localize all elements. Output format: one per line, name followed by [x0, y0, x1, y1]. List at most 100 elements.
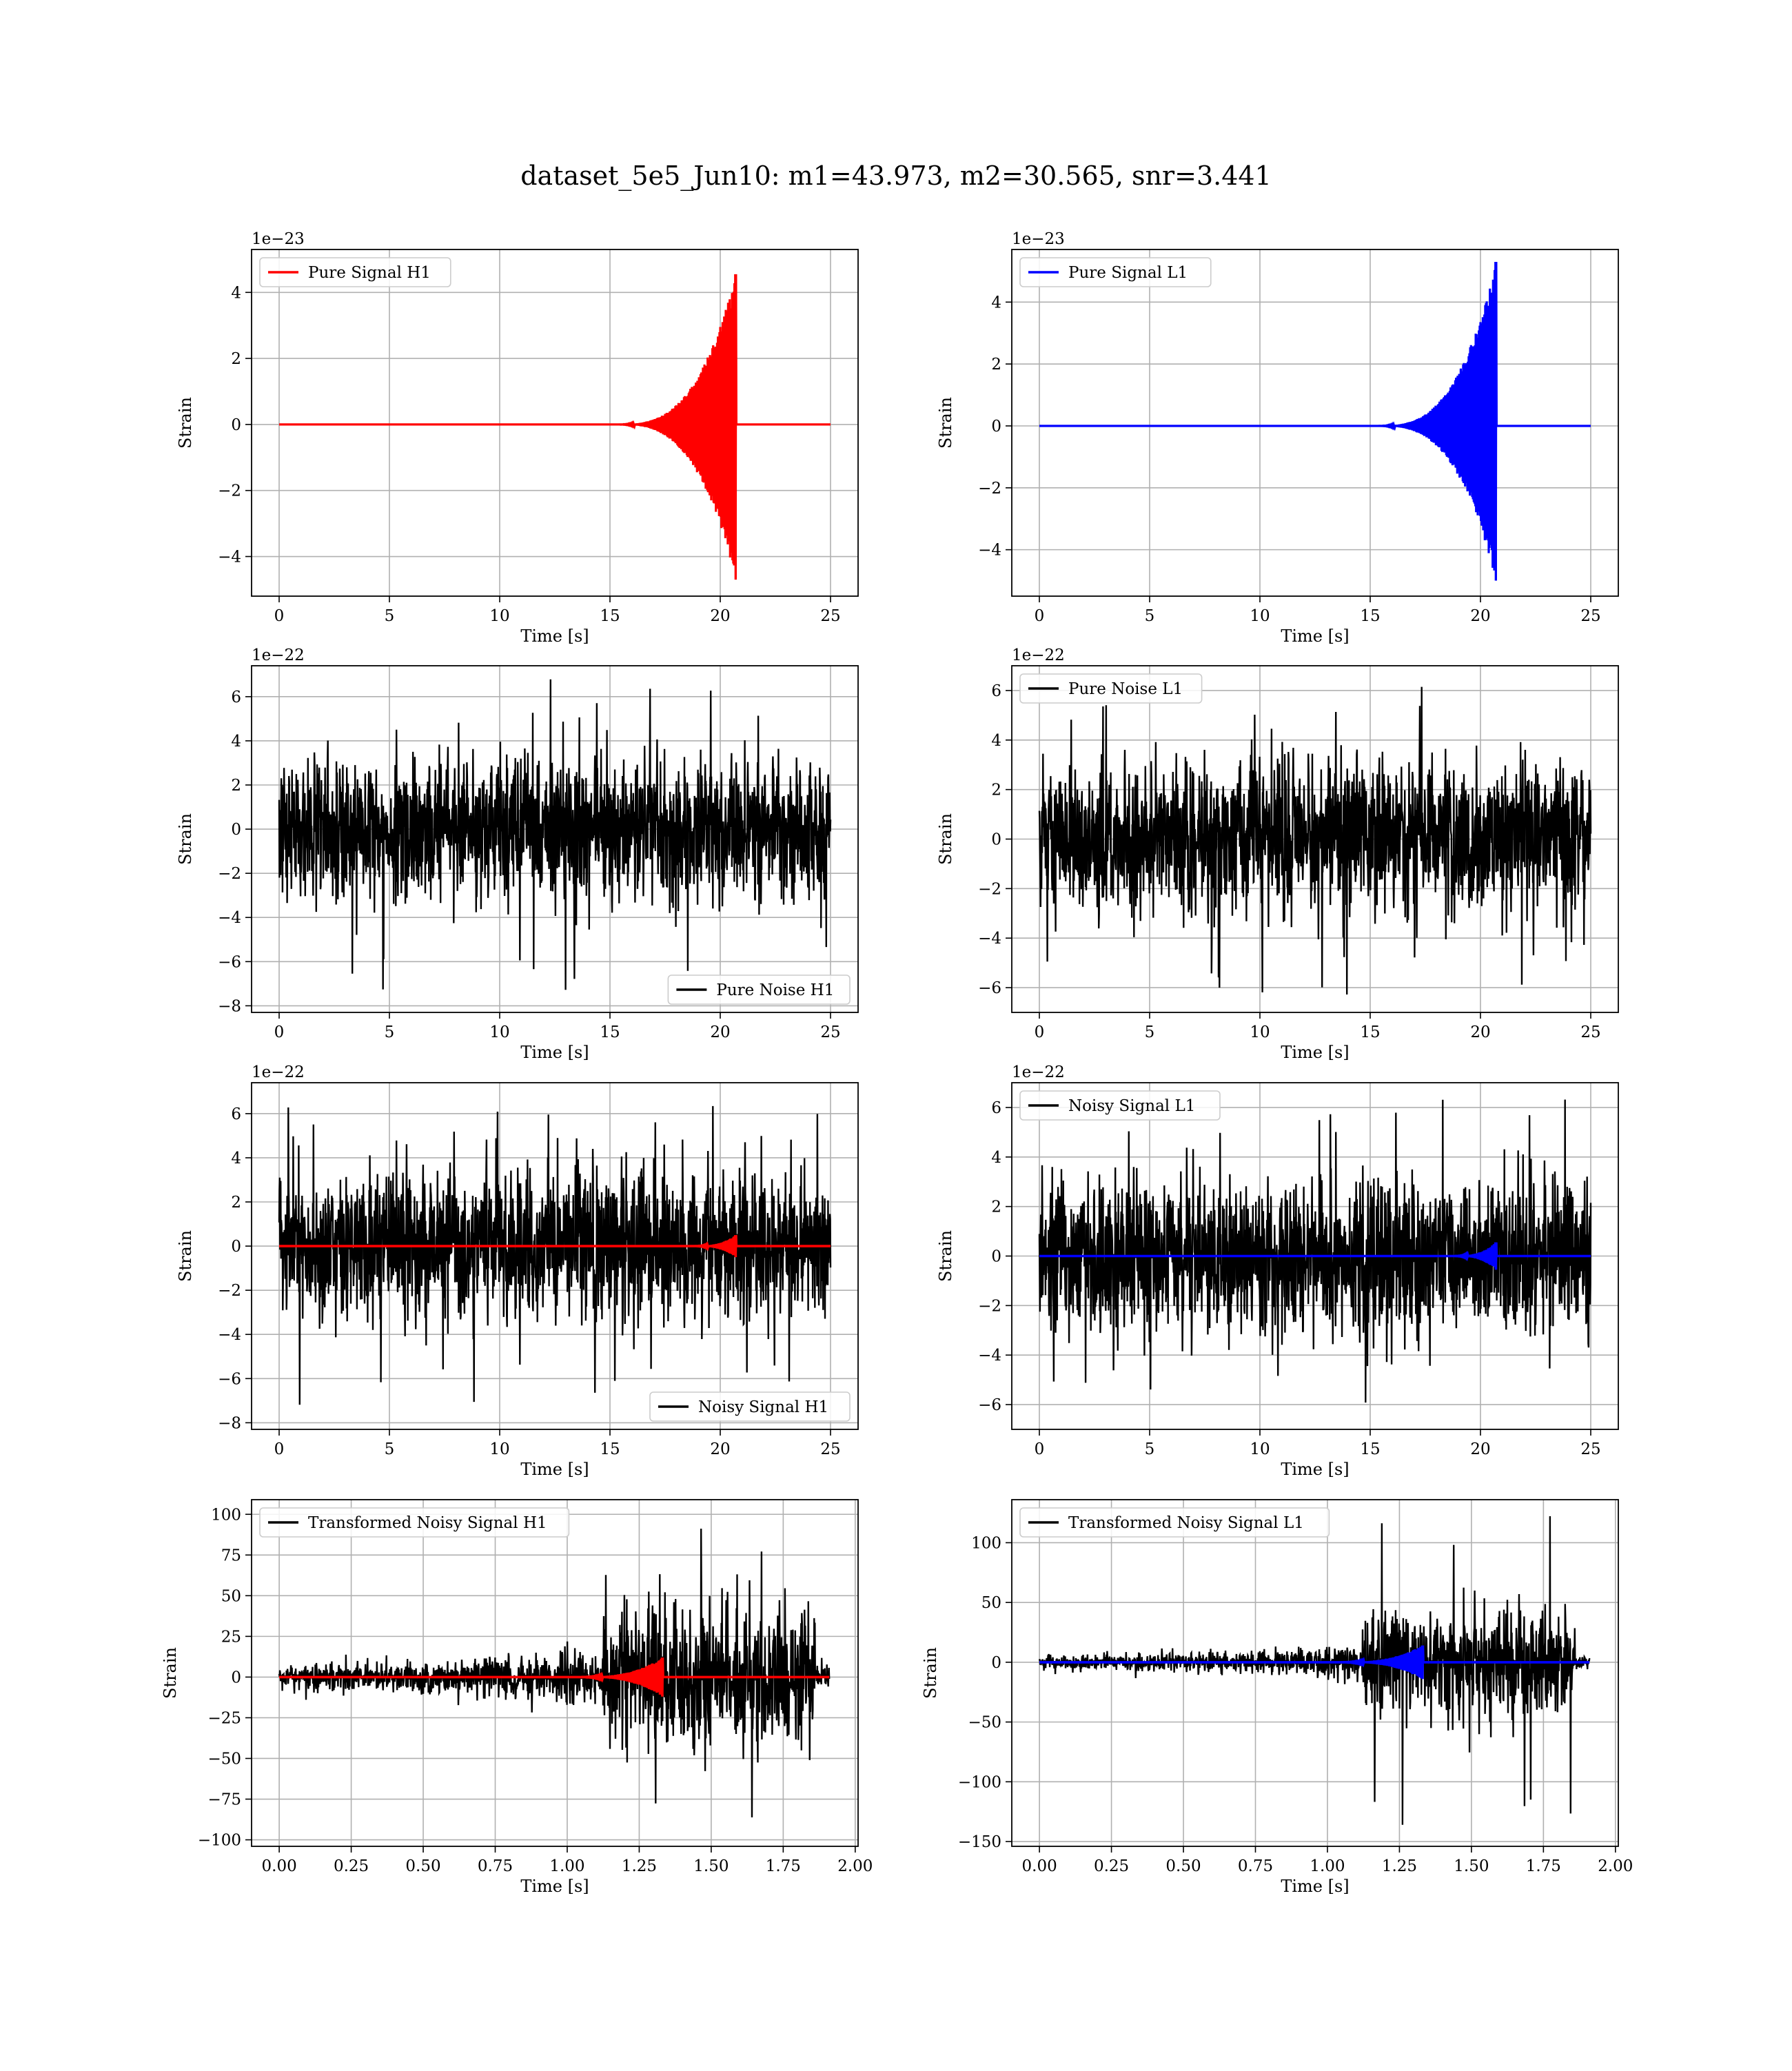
x-tick-label: 5: [1145, 1023, 1155, 1041]
series-noisy-signal-l1: [1038, 1099, 1592, 1403]
legend-box: [1019, 1090, 1221, 1121]
x-tick-label: 10: [489, 1440, 509, 1458]
y-tick-label: −4: [218, 909, 241, 927]
x-tick-label: 20: [710, 607, 730, 625]
y-tick-label: 0: [991, 831, 1001, 849]
axes-frame: [251, 665, 859, 1013]
x-tick-label: 20: [710, 1023, 730, 1041]
series-noisy-signal-l1-overlay-1: [1039, 1242, 1591, 1270]
x-tick-label: 0.25: [1094, 1857, 1129, 1875]
data-layer: [278, 1105, 832, 1405]
subplot-pure-signal-l1: 0 5 10 15 20 25 −4 −2 0 2 4 Time [s] Strain 1e−23Pure…: [936, 230, 1619, 646]
x-tick-label: 0: [1035, 1023, 1045, 1041]
axes-frame: [1011, 1082, 1619, 1430]
y-offset-text: 1e−23: [252, 230, 305, 248]
x-tick-label: 15: [600, 607, 620, 625]
grid: [1012, 249, 1618, 596]
x-tick-label: 0.00: [1022, 1857, 1057, 1875]
y-tick-label: 4: [231, 284, 241, 302]
y-axis-label: Strain: [176, 1230, 195, 1282]
x-axis-label: Time [s]: [520, 626, 589, 646]
y-tick-label: 2: [231, 1194, 241, 1212]
x-tick-label: 5: [1145, 607, 1155, 625]
y-tick-label: 75: [221, 1547, 241, 1564]
x-tick-label: 0.50: [405, 1857, 440, 1875]
x-tick-label: 10: [489, 1023, 509, 1041]
axes-frame: [251, 1499, 859, 1847]
x-tick-label: 10: [1250, 1440, 1270, 1458]
x-axis-label: Time [s]: [520, 1043, 589, 1062]
axes-frame: [1011, 249, 1619, 597]
y-offset-text: 1e−23: [1012, 230, 1065, 248]
legend: Pure Signal H1: [259, 257, 451, 287]
x-tick-label: 1.50: [1454, 1857, 1489, 1875]
x-axis-label: Time [s]: [520, 1877, 589, 1896]
x-tick-label: 0.75: [478, 1857, 513, 1875]
x-tick-label: 20: [1470, 1440, 1490, 1458]
x-tick-label: 5: [1145, 1440, 1155, 1458]
y-tick-label: 6: [231, 688, 241, 706]
data-layer: [1038, 686, 1592, 995]
subplot-pure-noise-h1: 0 5 10 15 20 25 −8 −6 −4 −2 0 2 4 6 Time [s] Strain 1e−2…: [176, 646, 859, 1062]
y-tick-label: −2: [978, 480, 1001, 498]
y-tick-label: 4: [991, 294, 1001, 312]
grid: [1012, 1500, 1618, 1846]
data-layer: [1039, 261, 1591, 581]
data-layer: [1038, 1516, 1591, 1825]
subplot-noisy-signal-l1: 0 5 10 15 20 25 −6 −4 −2 0 2 4 6 Time [s] Strain 1e−22N…: [936, 1063, 1619, 1479]
y-tick-label: 4: [231, 1150, 241, 1167]
legend-label: Transformed Noisy Signal L1: [1068, 1514, 1304, 1532]
subplot-pure-signal-h1: 0 5 10 15 20 25 −4 −2 0 2 4 Time [s] Strain 1e−23Pure…: [176, 230, 859, 646]
y-tick-label: −4: [218, 549, 241, 567]
y-axis-label: Strain: [936, 813, 955, 865]
legend-label: Pure Noise L1: [1068, 680, 1183, 698]
legend-box: [259, 1507, 570, 1538]
y-tick-label: 2: [231, 777, 241, 795]
x-tick-label: 5: [385, 1440, 395, 1458]
x-tick-label: 10: [1250, 1023, 1270, 1041]
x-tick-label: 20: [1470, 607, 1490, 625]
legend-box: [667, 975, 851, 1005]
y-tick-label: 0: [991, 1248, 1001, 1266]
legend: Noisy Signal H1: [649, 1391, 851, 1422]
series-transformed-noisy-signal-l1: [1038, 1516, 1591, 1825]
y-tick-label: −6: [218, 1370, 241, 1388]
legend-label: Transformed Noisy Signal H1: [308, 1514, 547, 1532]
y-tick-label: −4: [978, 930, 1001, 948]
x-tick-label: 25: [1580, 1023, 1600, 1041]
y-tick-label: 25: [221, 1628, 241, 1646]
axes-frame: [1011, 1499, 1619, 1847]
x-axis-label: Time [s]: [1281, 1877, 1349, 1896]
x-tick-label: 1.25: [622, 1857, 657, 1875]
y-tick-label: 100: [971, 1534, 1001, 1552]
y-tick-label: 100: [211, 1506, 241, 1524]
y-offset-text: 1e−22: [1012, 646, 1065, 664]
x-axis-label: Time [s]: [520, 1460, 589, 1479]
plot-area: [252, 249, 858, 596]
y-tick-label: −50: [207, 1750, 241, 1768]
legend-box: [1019, 673, 1203, 704]
series-noisy-signal-h1-overlay-1: [279, 1235, 831, 1258]
legend-box: [1019, 257, 1212, 287]
x-tick-label: 15: [1360, 1440, 1380, 1458]
subplot-pure-noise-l1: 0 5 10 15 20 25 −6 −4 −2 0 2 4 6 Time [s] Strain 1e−22P…: [936, 646, 1619, 1062]
y-tick-label: 0: [231, 821, 241, 839]
x-tick-label: 0.75: [1238, 1857, 1273, 1875]
x-tick-label: 0: [274, 1440, 285, 1458]
y-axis-label: Strain: [936, 1230, 955, 1282]
y-tick-label: −4: [978, 1347, 1001, 1365]
series-pure-signal-h1: [279, 274, 831, 580]
x-tick-label: 0: [1035, 607, 1045, 625]
x-tick-label: 25: [820, 1023, 840, 1041]
y-tick-label: −100: [198, 1832, 241, 1850]
x-tick-label: 2.00: [1598, 1857, 1633, 1875]
plot-area: [1012, 249, 1618, 596]
x-tick-label: 15: [600, 1023, 620, 1041]
x-tick-label: 1.00: [1310, 1857, 1345, 1875]
y-axis-label: Strain: [176, 813, 195, 865]
y-tick-label: −6: [978, 979, 1001, 997]
x-tick-label: 15: [600, 1440, 620, 1458]
